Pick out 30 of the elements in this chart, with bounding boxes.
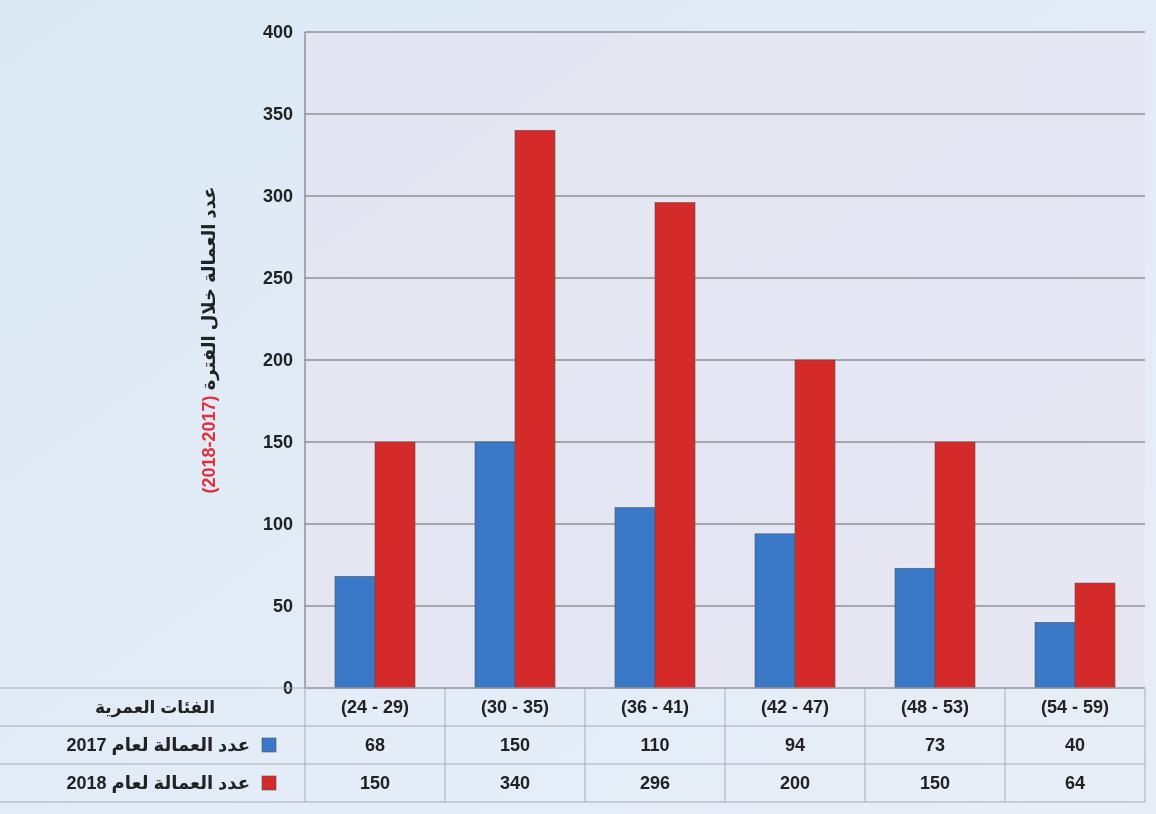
legend-label: عدد العمالة لعام 2017 [66,735,250,756]
data-label: 94 [784,735,806,756]
y-tick-label: 300 [262,186,293,207]
y-tick-label: 100 [262,514,293,535]
y-tick-label: 50 [272,596,293,617]
y-tick-label: 250 [262,268,293,289]
x-tick-label: (36 - 41) [620,697,690,718]
legend-label: عدد العمالة لعام 2018 [66,773,250,794]
data-label: 73 [924,735,946,756]
data-label: 296 [639,773,671,794]
x-tick-label: (48 - 53) [900,697,970,718]
data-label: 150 [359,773,391,794]
y-tick-label: 150 [262,432,293,453]
y-tick-label: 400 [262,22,293,43]
x-tick-label: (42 - 47) [760,697,830,718]
data-label: 200 [779,773,811,794]
x-tick-label: (30 - 35) [480,697,550,718]
data-label: 64 [1064,773,1086,794]
x-tick-label: (54 - 59) [1040,697,1110,718]
data-label: 110 [640,735,670,756]
x-axis-title: الفئات العمرية [94,697,216,718]
data-label: 68 [364,735,386,756]
y-tick-label: 200 [262,350,293,371]
data-label: 150 [919,773,951,794]
data-label: 150 [499,735,531,756]
x-tick-label: (24 - 29) [340,697,410,718]
y-tick-label: 0 [282,678,293,699]
y-tick-label: 350 [262,104,293,125]
data-label: 340 [499,773,531,794]
data-label: 40 [1064,735,1086,756]
